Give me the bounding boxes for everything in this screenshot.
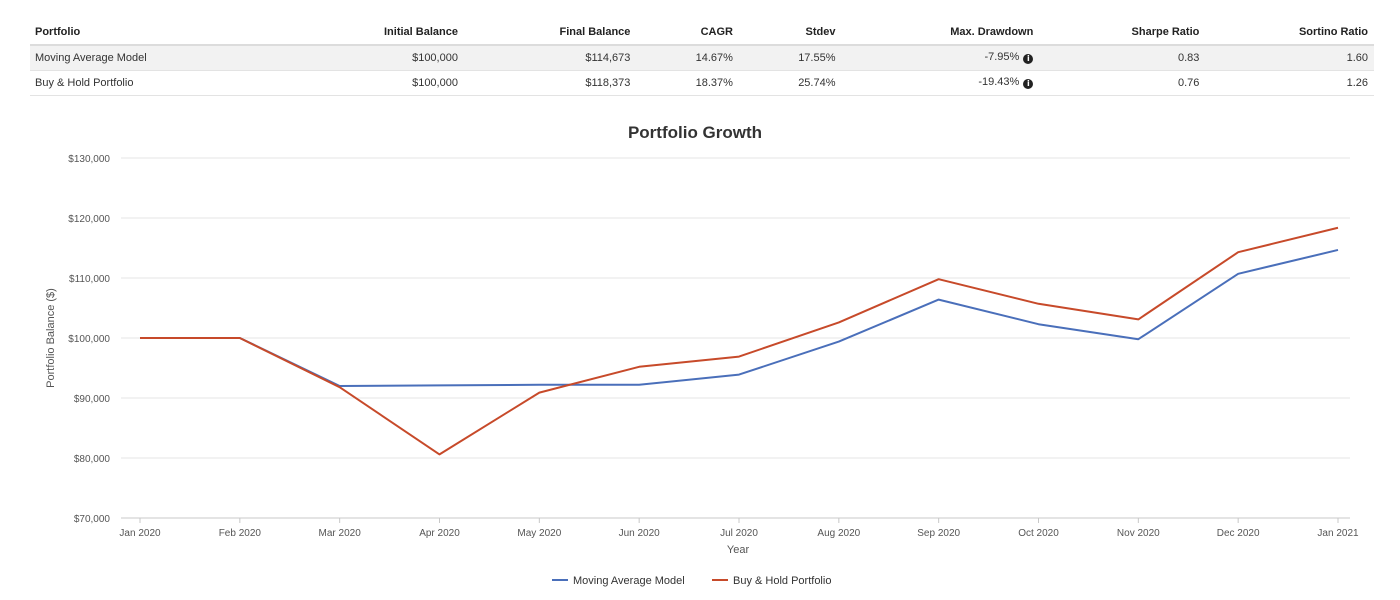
col-header-initial-balance[interactable]: Initial Balance	[285, 19, 464, 46]
table-header-row: Portfolio Initial Balance Final Balance …	[30, 19, 1374, 46]
series-line-buy-and-hold-portfolio	[140, 226, 1339, 456]
info-icon[interactable]: i	[1023, 54, 1034, 65]
info-icon[interactable]: i	[1023, 79, 1034, 89]
cell-sortino-ratio: 1.60	[1205, 45, 1374, 71]
cell-initial-balance: $100,000	[285, 45, 464, 71]
chart-title: Portfolio Growth	[628, 123, 762, 142]
cell-final-balance: $114,673	[463, 45, 637, 71]
col-header-portfolio[interactable]: Portfolio	[30, 19, 286, 46]
cell-sharpe-ratio: 0.76	[1039, 70, 1206, 96]
y-tick-label: $110,000	[69, 274, 110, 285]
cell-initial-balance: $100,000	[285, 70, 464, 96]
drawdown-value: -19.43%	[978, 76, 1020, 88]
drawdown-value: -7.95%	[984, 51, 1020, 64]
y-tick-label: $130,000	[68, 154, 110, 165]
x-tick-label: Mar 2020	[319, 528, 362, 539]
col-header-stdev[interactable]: Stdev	[738, 19, 842, 46]
table-row: Moving Average Model $100,000 $114,673 1…	[30, 45, 1374, 71]
col-header-sortino-ratio[interactable]: Sortino Ratio	[1205, 19, 1374, 46]
cell-portfolio: Moving Average Model	[30, 45, 286, 71]
x-tick-label: Aug 2020	[817, 528, 860, 539]
table-row: Buy & Hold Portfolio $100,000 $118,373 1…	[30, 70, 1374, 96]
x-tick-label: Apr 2020	[419, 528, 460, 539]
x-axis-label: Year	[727, 544, 750, 556]
x-tick-label: Oct 2020	[1018, 528, 1059, 539]
portfolio-growth-chart: Portfolio Growth $70,000 $80,000 $90,000 $10…	[45, 123, 1359, 587]
y-tick-label: $70,000	[74, 514, 111, 525]
cell-stdev: 25.74%	[738, 70, 842, 96]
y-tick-label: $100,000	[68, 334, 110, 345]
col-header-max-drawdown[interactable]: Max. Drawdown	[841, 19, 1040, 46]
cell-max-drawdown: -19.43% i	[841, 70, 1040, 96]
x-tick-label: Jul 2020	[720, 528, 758, 539]
cell-sortino-ratio: 1.26	[1205, 70, 1374, 96]
x-tick-label: Sep 2020	[917, 528, 960, 539]
x-tick-label: May 2020	[517, 528, 561, 539]
x-tick-label: Nov 2020	[1117, 528, 1160, 539]
x-tick-label: Dec 2020	[1217, 528, 1260, 539]
y-tick-label: $90,000	[74, 394, 111, 405]
y-axis-label: Portfolio Balance ($)	[45, 288, 57, 388]
x-tick-label: Feb 2020	[219, 528, 262, 539]
cell-cagr: 14.67%	[636, 45, 739, 71]
cell-sharpe-ratio: 0.83	[1039, 45, 1206, 71]
x-tick-label: Jan 2020	[119, 528, 161, 539]
y-tick-label: $120,000	[68, 214, 110, 225]
legend-label-moving-average-model[interactable]: Moving Average Model	[573, 575, 685, 587]
portfolio-stats-table: Portfolio Initial Balance Final Balance …	[30, 19, 1374, 96]
series-line-moving-average-model	[140, 248, 1339, 387]
cell-final-balance: $118,373	[463, 70, 637, 96]
cell-stdev: 17.55%	[738, 45, 842, 71]
x-tick-label: Jun 2020	[619, 528, 661, 539]
y-tick-label: $80,000	[74, 454, 111, 465]
col-header-sharpe-ratio[interactable]: Sharpe Ratio	[1039, 19, 1206, 46]
col-header-final-balance[interactable]: Final Balance	[463, 19, 637, 46]
cell-max-drawdown: -7.95% i	[841, 45, 1040, 71]
x-tick-label: Jan 2021	[1317, 528, 1359, 539]
cell-portfolio: Buy & Hold Portfolio	[30, 70, 286, 96]
legend-label-buy-and-hold-portfolio[interactable]: Buy & Hold Portfolio	[733, 575, 831, 587]
cell-cagr: 18.37%	[636, 70, 739, 96]
col-header-cagr[interactable]: CAGR	[636, 19, 739, 46]
